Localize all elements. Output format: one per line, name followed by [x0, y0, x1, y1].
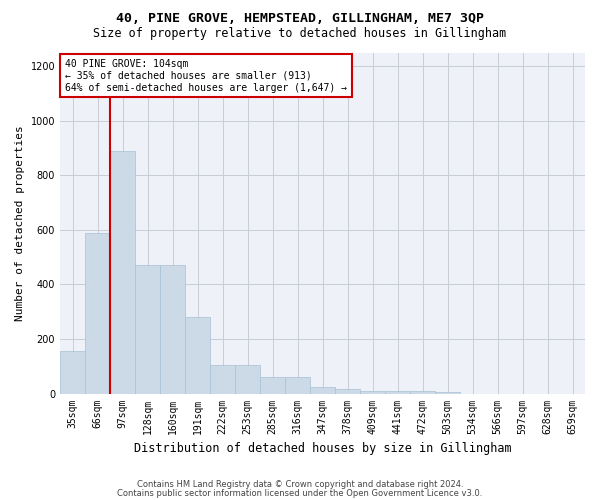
Bar: [435, 392, 460, 394]
Text: 40 PINE GROVE: 104sqm
← 35% of detached houses are smaller (913)
64% of semi-det: 40 PINE GROVE: 104sqm ← 35% of detached …: [65, 60, 347, 92]
Bar: [110, 150, 135, 394]
Bar: [135, 266, 160, 394]
Text: Size of property relative to detached houses in Gillingham: Size of property relative to detached ho…: [94, 28, 506, 40]
Bar: [285, 377, 310, 394]
Bar: [385, 391, 410, 394]
X-axis label: Distribution of detached houses by size in Gillingham: Distribution of detached houses by size …: [134, 442, 511, 455]
Bar: [185, 317, 210, 394]
Bar: [360, 391, 385, 394]
Text: 40, PINE GROVE, HEMPSTEAD, GILLINGHAM, ME7 3QP: 40, PINE GROVE, HEMPSTEAD, GILLINGHAM, M…: [116, 12, 484, 26]
Bar: [260, 377, 285, 394]
Text: Contains public sector information licensed under the Open Government Licence v3: Contains public sector information licen…: [118, 488, 482, 498]
Bar: [310, 386, 335, 394]
Bar: [335, 390, 360, 394]
Text: Contains HM Land Registry data © Crown copyright and database right 2024.: Contains HM Land Registry data © Crown c…: [137, 480, 463, 489]
Bar: [410, 391, 435, 394]
Bar: [235, 365, 260, 394]
Bar: [60, 352, 85, 394]
Y-axis label: Number of detached properties: Number of detached properties: [15, 125, 25, 321]
Bar: [85, 232, 110, 394]
Bar: [210, 365, 235, 394]
Bar: [160, 266, 185, 394]
